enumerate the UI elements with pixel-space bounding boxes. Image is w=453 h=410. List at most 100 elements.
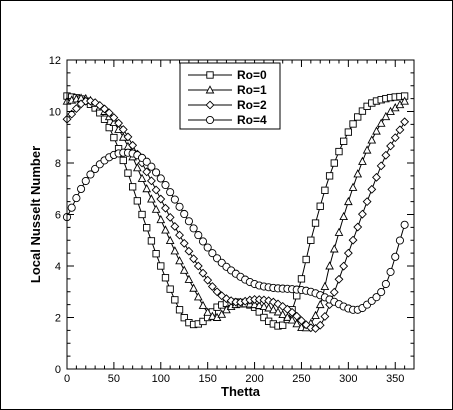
data-point xyxy=(165,212,175,222)
data-point xyxy=(146,176,156,186)
data-point xyxy=(91,164,100,174)
data-point xyxy=(264,296,274,306)
data-point xyxy=(142,157,151,166)
data-point xyxy=(180,314,188,322)
legend-marker xyxy=(205,85,215,94)
data-point xyxy=(325,261,334,270)
data-point xyxy=(390,133,400,143)
x-tick-label: 150 xyxy=(198,373,216,385)
data-point xyxy=(315,299,325,309)
data-point xyxy=(372,172,381,182)
series-circle xyxy=(62,148,409,314)
data-point xyxy=(179,265,189,274)
data-point xyxy=(381,279,390,289)
data-point xyxy=(142,167,152,177)
data-point xyxy=(329,244,339,253)
data-point xyxy=(198,300,208,309)
data-point xyxy=(170,195,179,204)
data-point xyxy=(273,307,283,316)
legend-label: Ro=2 xyxy=(237,98,267,112)
data-point xyxy=(381,111,391,121)
data-point xyxy=(184,217,193,226)
y-axis-title: Local Nusselt Number xyxy=(28,146,43,283)
data-point xyxy=(311,219,320,227)
x-tick-label: 300 xyxy=(339,373,357,385)
legend-marker xyxy=(206,71,214,79)
y-tick-label: 0 xyxy=(55,364,61,376)
data-point xyxy=(170,222,180,231)
x-tick-label: 350 xyxy=(386,373,404,385)
data-point xyxy=(372,293,381,302)
data-point xyxy=(133,197,141,205)
data-point xyxy=(297,275,306,283)
data-point xyxy=(268,305,278,314)
data-point xyxy=(199,317,207,326)
legend-label: Ro=0 xyxy=(237,68,267,82)
data-point xyxy=(348,182,358,191)
data-point xyxy=(367,184,377,194)
data-point xyxy=(166,285,174,293)
data-point xyxy=(208,249,217,258)
y-tick-label: 12 xyxy=(49,55,61,67)
data-point xyxy=(198,237,208,246)
data-point xyxy=(189,283,198,292)
data-point xyxy=(207,282,217,291)
data-point xyxy=(147,162,156,171)
data-point xyxy=(189,254,199,264)
data-point xyxy=(118,125,128,134)
x-tick-label: 50 xyxy=(108,373,120,385)
data-point xyxy=(325,172,334,180)
data-point xyxy=(292,319,302,328)
legend-label: Ro=1 xyxy=(237,83,267,97)
data-point xyxy=(367,135,377,144)
data-point xyxy=(329,287,339,297)
data-point xyxy=(156,174,165,183)
data-point xyxy=(354,113,362,121)
data-point xyxy=(349,120,357,128)
data-point xyxy=(128,183,137,191)
data-point xyxy=(357,209,367,219)
data-point xyxy=(362,197,372,207)
data-point xyxy=(157,262,165,270)
data-point xyxy=(278,301,288,311)
series-diamond xyxy=(62,96,410,333)
data-point xyxy=(156,194,166,204)
data-point xyxy=(77,184,86,194)
data-point xyxy=(104,108,114,118)
data-point xyxy=(171,296,179,304)
data-point xyxy=(124,169,132,177)
x-tick-label: 100 xyxy=(152,373,170,385)
data-point xyxy=(165,235,175,245)
data-point xyxy=(194,231,203,240)
data-point xyxy=(343,248,353,258)
data-point xyxy=(377,288,386,297)
data-point xyxy=(335,147,343,156)
data-point xyxy=(147,237,156,245)
data-point xyxy=(260,313,268,322)
data-point xyxy=(268,297,278,307)
legend-marker xyxy=(205,115,215,125)
data-point xyxy=(175,306,184,314)
x-axis-title: Thetta xyxy=(221,384,261,399)
data-point xyxy=(348,235,358,245)
data-point xyxy=(391,252,400,261)
data-point xyxy=(105,123,113,132)
data-point xyxy=(254,300,264,309)
data-point xyxy=(128,140,138,150)
data-point xyxy=(226,296,236,306)
data-point xyxy=(189,224,198,233)
data-point xyxy=(156,214,166,224)
data-point xyxy=(386,141,395,151)
data-point xyxy=(143,224,151,232)
legend-label: Ro=4 xyxy=(237,113,267,127)
data-point xyxy=(179,238,189,248)
data-point xyxy=(273,299,283,309)
legend-box xyxy=(179,62,281,130)
data-point xyxy=(198,268,208,278)
legend: Ro=0Ro=1Ro=2Ro=4 xyxy=(179,62,281,130)
data-point xyxy=(372,126,381,135)
y-tick-label: 6 xyxy=(55,210,61,222)
data-point xyxy=(358,107,367,115)
data-point xyxy=(212,287,222,297)
